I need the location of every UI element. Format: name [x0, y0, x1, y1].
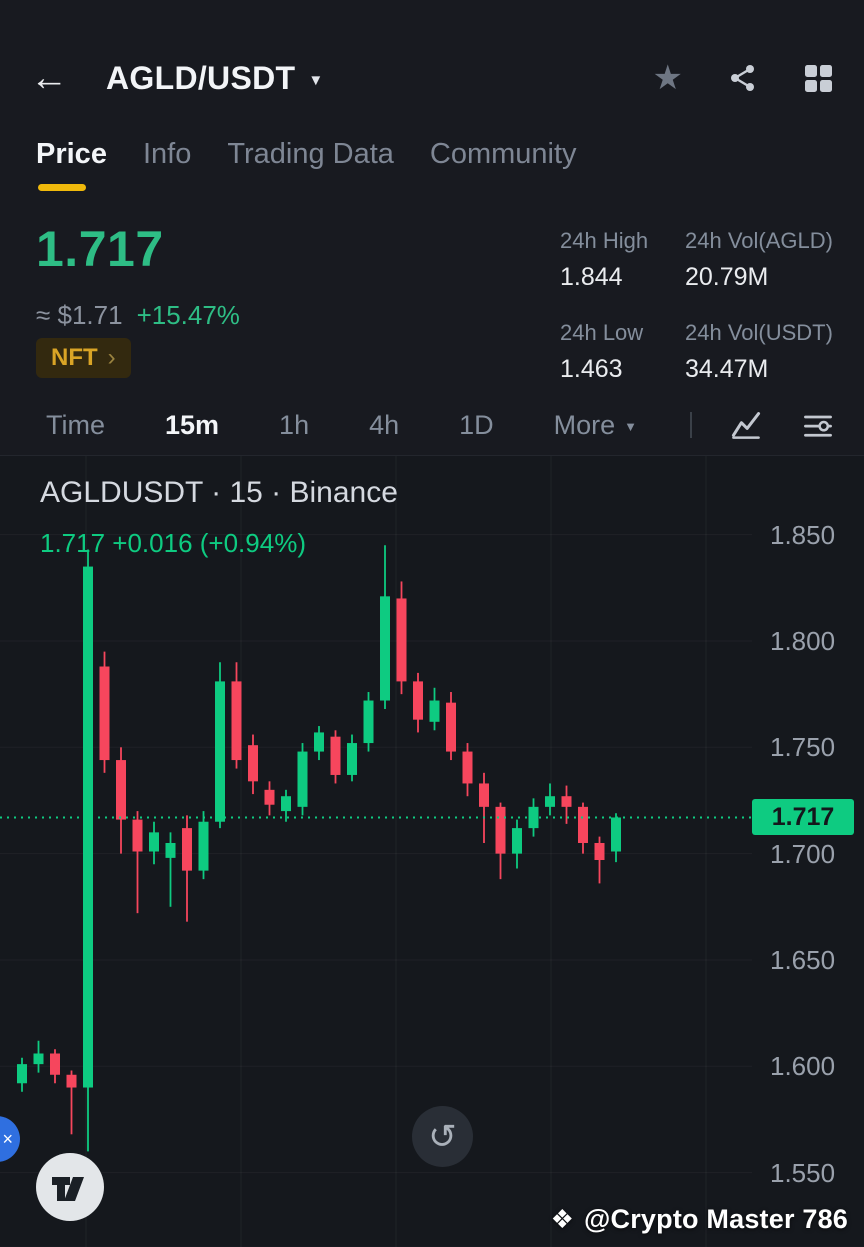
stat-value: 1.463 [560, 355, 623, 383]
timeframe-more-label: More [553, 409, 616, 440]
share-icon-glyph [731, 65, 754, 91]
chart-area[interactable]: AGLDUSDT · 15 · Binance 1.717 +0.016 (+0… [0, 455, 864, 1247]
indicators-icon[interactable] [802, 409, 834, 441]
last-price: 1.717 [36, 221, 164, 277]
stat-24h-vol-agld: 24h Vol(AGLD) 20.79M [685, 228, 850, 292]
chart-style-icon[interactable] [730, 409, 762, 441]
chevron-right-icon: › [107, 344, 116, 371]
grid-menu-icon[interactable] [803, 63, 834, 94]
floating-edge-widget[interactable]: × [0, 1116, 20, 1162]
chart-style-icon-glyph [731, 412, 761, 439]
tab-info[interactable]: Info [143, 138, 191, 191]
tradingview-logo[interactable] [36, 1153, 104, 1221]
pair-title: AGLD/USDT [106, 59, 296, 96]
chart-tool-icons [730, 409, 834, 441]
nft-badge[interactable]: NFT › [36, 338, 131, 378]
favorite-star-icon[interactable]: ★ [652, 59, 683, 97]
header-actions: ★ [653, 61, 834, 95]
stat-label: 24h Vol(USDT) [685, 320, 833, 345]
stat-24h-vol-usdt: 24h Vol(USDT) 34.47M [685, 320, 850, 384]
stat-value: 34.47M [685, 355, 769, 383]
stat-value: 20.79M [685, 263, 769, 291]
back-button[interactable]: ← [30, 59, 86, 97]
tab-bar: Price Info Trading Data Community [36, 138, 577, 191]
app-header: ← AGLD/USDT ▼ ★ [0, 36, 864, 120]
divider [690, 412, 692, 438]
stat-label: 24h High [560, 228, 649, 253]
watermark-text: @Crypto Master 786 [583, 1204, 848, 1234]
close-icon: × [2, 1128, 13, 1149]
timeframe-more[interactable]: More ▼ [554, 410, 637, 441]
share-icon[interactable] [727, 62, 759, 94]
pair-selector[interactable]: AGLD/USDT ▼ [106, 60, 323, 97]
timeframe-time[interactable]: Time [46, 409, 105, 440]
indicators-icon-glyph [804, 415, 832, 437]
tab-community-label: Community [429, 138, 577, 170]
tab-community[interactable]: Community [430, 138, 577, 191]
nft-badge-label: NFT [51, 344, 98, 371]
refresh-icon: ↺ [428, 1117, 457, 1156]
stat-label: 24h Low [560, 320, 644, 345]
tab-trading-data-label: Trading Data [227, 138, 394, 170]
timeframe-1h[interactable]: 1h [279, 409, 310, 440]
tradingview-logo-glyph [52, 1177, 84, 1201]
caret-down-icon: ▼ [624, 419, 638, 434]
tab-trading-data[interactable]: Trading Data [227, 138, 394, 191]
change-percent: +15.47% [136, 300, 240, 330]
tab-price-label: Price [36, 138, 107, 170]
active-tab-underline [38, 184, 86, 191]
price-approx-row: ≈ $1.71 +15.47% [36, 300, 240, 331]
grid-menu-icon-glyph [805, 64, 832, 92]
candlestick-canvas[interactable] [0, 456, 864, 1247]
stat-label: 24h Vol(AGLD) [685, 228, 833, 253]
tab-info-label: Info [142, 138, 192, 170]
stat-24h-low: 24h Low 1.463 [560, 320, 685, 384]
chart-symbol-legend: AGLDUSDT · 15 · Binance [40, 476, 398, 509]
stats-grid: 24h High 1.844 24h Vol(AGLD) 20.79M 24h … [560, 228, 850, 384]
refresh-button[interactable]: ↺ [412, 1106, 473, 1167]
stat-value: 1.844 [560, 263, 623, 291]
caret-down-icon: ▼ [308, 72, 324, 89]
stat-24h-high: 24h High 1.844 [560, 228, 685, 292]
watermark-logo-icon: ❖ [550, 1204, 574, 1234]
fiat-approx: ≈ $1.71 [36, 300, 123, 330]
watermark: ❖ @Crypto Master 786 [551, 1204, 848, 1235]
last-price-tag: 1.717 [752, 799, 854, 836]
timeframe-4h[interactable]: 4h [369, 409, 400, 440]
timeframe-15m[interactable]: 15m [165, 409, 220, 440]
chart-ohlc-legend: 1.717 +0.016 (+0.94%) [40, 528, 306, 558]
timeframe-1d[interactable]: 1D [459, 409, 494, 440]
timeframe-bar: Time 15m 1h 4h 1D More ▼ [0, 400, 864, 450]
tab-price[interactable]: Price [36, 138, 107, 191]
